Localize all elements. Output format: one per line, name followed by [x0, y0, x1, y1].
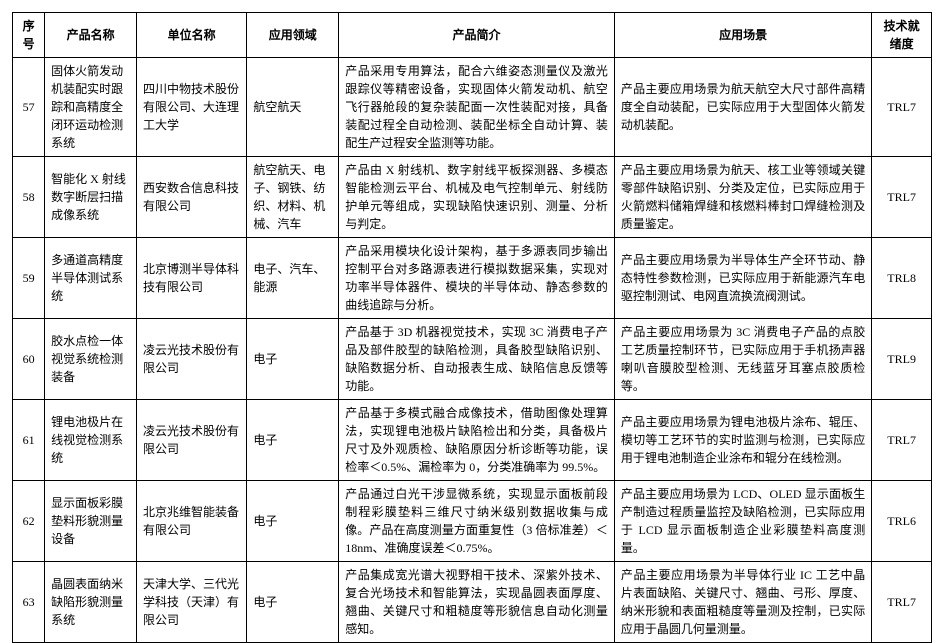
- cell-name: 锂电池极片在线视觉检测系统: [45, 400, 137, 481]
- cell-unit: 四川中物技术股份有限公司、大连理工大学: [137, 58, 247, 157]
- cell-summary: 产品采用模块化设计架构，基于多源表同步输出控制平台对多路源表进行模拟数据采集，实…: [339, 238, 615, 319]
- cell-unit: 凌云光技术股份有限公司: [137, 400, 247, 481]
- cell-idx: 58: [13, 157, 45, 238]
- table-row: 57固体火箭发动机装配实时跟踪和高精度全闭环运动检测系统四川中物技术股份有限公司…: [13, 58, 932, 157]
- cell-summary: 产品采用专用算法，配合六维姿态测量仪及激光跟踪仪等精密设备，实现固体火箭发动机、…: [339, 58, 615, 157]
- cell-trl: TRL7: [872, 157, 932, 238]
- cell-idx: 62: [13, 481, 45, 562]
- cell-unit: 北京兆维智能装备有限公司: [137, 481, 247, 562]
- cell-trl: TRL8: [872, 238, 932, 319]
- table-header-row: 序号 产品名称 单位名称 应用领域 产品简介 应用场景 技术就绪度: [13, 13, 932, 58]
- cell-trl: TRL9: [872, 319, 932, 400]
- col-header-summary: 产品简介: [339, 13, 615, 58]
- col-header-scenario: 应用场景: [614, 13, 871, 58]
- table-row: 58智能化 X 射线数字断层扫描成像系统西安数合信息科技有限公司航空航天、电子、…: [13, 157, 932, 238]
- cell-scenario: 产品主要应用场景为航天航空大尺寸部件高精度全自动装配，已实际应用于大型固体火箭发…: [614, 58, 871, 157]
- cell-scenario: 产品主要应用场景为 LCD、OLED 显示面板生产制造过程质量监控及缺陷检测，已…: [614, 481, 871, 562]
- cell-field: 航空航天、电子、钢铁、纺织、材料、机械、汽车: [247, 157, 339, 238]
- cell-name: 固体火箭发动机装配实时跟踪和高精度全闭环运动检测系统: [45, 58, 137, 157]
- col-header-idx: 序号: [13, 13, 45, 58]
- cell-idx: 63: [13, 562, 45, 643]
- cell-field: 电子: [247, 562, 339, 643]
- cell-trl: TRL7: [872, 562, 932, 643]
- table-row: 61锂电池极片在线视觉检测系统凌云光技术股份有限公司电子产品基于多模式融合成像技…: [13, 400, 932, 481]
- cell-scenario: 产品主要应用场景为锂电池极片涂布、辊压、模切等工艺环节的实时监测与检测，已实际应…: [614, 400, 871, 481]
- table-row: 59多通道高精度半导体测试系统北京博测半导体科技有限公司电子、汽车、能源产品采用…: [13, 238, 932, 319]
- cell-summary: 产品基于 3D 机器视觉技术，实现 3C 消费电子产品及部件胶型的缺陷检测，具备…: [339, 319, 615, 400]
- table-body: 57固体火箭发动机装配实时跟踪和高精度全闭环运动检测系统四川中物技术股份有限公司…: [13, 58, 932, 643]
- cell-field: 电子: [247, 481, 339, 562]
- cell-field: 电子: [247, 319, 339, 400]
- cell-field: 电子: [247, 400, 339, 481]
- cell-idx: 61: [13, 400, 45, 481]
- cell-name: 晶圆表面纳米缺陷形貌测量系统: [45, 562, 137, 643]
- cell-summary: 产品通过白光干涉显微系统，实现显示面板前段制程彩膜垫料三维尺寸纳米级别数据收集与…: [339, 481, 615, 562]
- col-header-name: 产品名称: [45, 13, 137, 58]
- cell-summary: 产品集成宽光谱大视野相干技术、深紫外技术、复合光场技术和智能算法，实现晶圆表面厚…: [339, 562, 615, 643]
- cell-summary: 产品基于多模式融合成像技术，借助图像处理算法，实现锂电池极片缺陷检出和分类，具备…: [339, 400, 615, 481]
- cell-unit: 凌云光技术股份有限公司: [137, 319, 247, 400]
- products-table: 序号 产品名称 单位名称 应用领域 产品简介 应用场景 技术就绪度 57固体火箭…: [12, 12, 932, 643]
- table-row: 60胶水点检一体视觉系统检测装备凌云光技术股份有限公司电子产品基于 3D 机器视…: [13, 319, 932, 400]
- cell-trl: TRL7: [872, 400, 932, 481]
- cell-summary: 产品由 X 射线机、数字射线平板探测器、多模态智能检测云平台、机械及电气控制单元…: [339, 157, 615, 238]
- table-row: 63晶圆表面纳米缺陷形貌测量系统天津大学、三代光学科技（天津）有限公司电子产品集…: [13, 562, 932, 643]
- cell-field: 航空航天: [247, 58, 339, 157]
- cell-scenario: 产品主要应用场景为半导体生产全环节动、静态特性参数检测，已实际应用于新能源汽车电…: [614, 238, 871, 319]
- cell-scenario: 产品主要应用场景为 3C 消费电子产品的点胶工艺质量控制环节，已实际应用于手机扬…: [614, 319, 871, 400]
- cell-trl: TRL6: [872, 481, 932, 562]
- cell-name: 多通道高精度半导体测试系统: [45, 238, 137, 319]
- cell-unit: 天津大学、三代光学科技（天津）有限公司: [137, 562, 247, 643]
- cell-unit: 北京博测半导体科技有限公司: [137, 238, 247, 319]
- cell-scenario: 产品主要应用场景为半导体行业 IC 工艺中晶片表面缺陷、关键尺寸、翘曲、弓形、厚…: [614, 562, 871, 643]
- cell-name: 胶水点检一体视觉系统检测装备: [45, 319, 137, 400]
- cell-idx: 59: [13, 238, 45, 319]
- cell-idx: 57: [13, 58, 45, 157]
- cell-name: 智能化 X 射线数字断层扫描成像系统: [45, 157, 137, 238]
- table-row: 62显示面板彩膜垫料形貌测量设备北京兆维智能装备有限公司电子产品通过白光干涉显微…: [13, 481, 932, 562]
- cell-idx: 60: [13, 319, 45, 400]
- cell-field: 电子、汽车、能源: [247, 238, 339, 319]
- col-header-unit: 单位名称: [137, 13, 247, 58]
- cell-name: 显示面板彩膜垫料形貌测量设备: [45, 481, 137, 562]
- cell-unit: 西安数合信息科技有限公司: [137, 157, 247, 238]
- col-header-field: 应用领域: [247, 13, 339, 58]
- cell-trl: TRL7: [872, 58, 932, 157]
- cell-scenario: 产品主要应用场景为航天、核工业等领域关键零部件缺陷识别、分类及定位，已实际应用于…: [614, 157, 871, 238]
- col-header-trl: 技术就绪度: [872, 13, 932, 58]
